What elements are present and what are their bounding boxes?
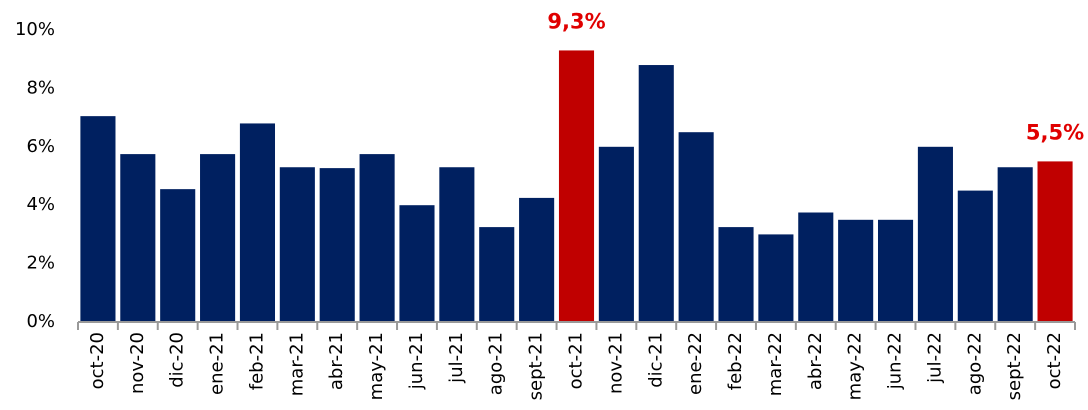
x-tick-label: sept-22 [1004,332,1025,400]
x-tick-label: jun-21 [406,332,427,390]
bar [678,132,714,322]
bar [558,50,595,322]
x-tick-label: ene-22 [685,332,706,395]
bar [80,116,116,322]
x-tick-label: mar-22 [765,332,786,396]
y-tick-label: 6% [26,136,55,157]
x-tick-label: nov-20 [127,332,148,394]
bar [838,219,874,322]
x-tick-label: nov-21 [605,332,626,394]
y-tick-label: 10% [15,19,55,40]
value-label: 9,3% [547,9,605,33]
bar [798,212,834,322]
x-tick-label: may-21 [366,332,387,400]
x-tick-label: dic-20 [167,332,188,388]
bar [439,167,475,322]
bar [598,146,634,322]
x-tick-label: jun-22 [885,332,906,390]
x-tick-label: abr-21 [326,332,347,390]
bar [359,154,395,322]
bar [319,168,355,322]
bar [279,167,315,322]
bar [957,190,993,322]
bar [239,123,276,322]
bar [399,205,435,322]
bar [160,189,196,322]
y-tick-label: 0% [26,311,55,332]
x-tick-label: may-22 [845,332,866,400]
x-tick-label: feb-22 [725,332,746,390]
x-tick-label: feb-21 [246,332,267,390]
x-tick-label: mar-21 [286,332,307,396]
bar [877,219,914,322]
y-tick-label: 2% [26,253,55,274]
bar [200,154,236,322]
bar [997,167,1033,322]
x-tick-label: ago-21 [486,332,507,395]
x-tick-label: ago-22 [964,332,985,395]
bar [638,65,674,322]
x-tick-label: jul-22 [924,332,945,384]
y-tick-label: 8% [26,77,55,98]
bar [718,227,754,322]
bar [519,197,555,322]
bar [479,227,515,322]
x-tick-label: jul-21 [446,332,467,384]
bar [120,154,156,322]
x-tick-label: oct-22 [1044,332,1065,389]
x-tick-label: oct-21 [566,332,587,389]
y-tick-label: 4% [26,194,55,215]
x-tick-label: ene-21 [207,332,228,395]
x-tick-label: sept-21 [526,332,547,400]
x-tick-label: oct-20 [87,332,108,389]
bar [917,146,953,322]
x-tick-label: abr-22 [805,332,826,390]
value-label: 5,5% [1026,120,1084,144]
x-tick-label: dic-21 [645,332,666,388]
bar [758,234,794,322]
bar [1037,161,1073,322]
